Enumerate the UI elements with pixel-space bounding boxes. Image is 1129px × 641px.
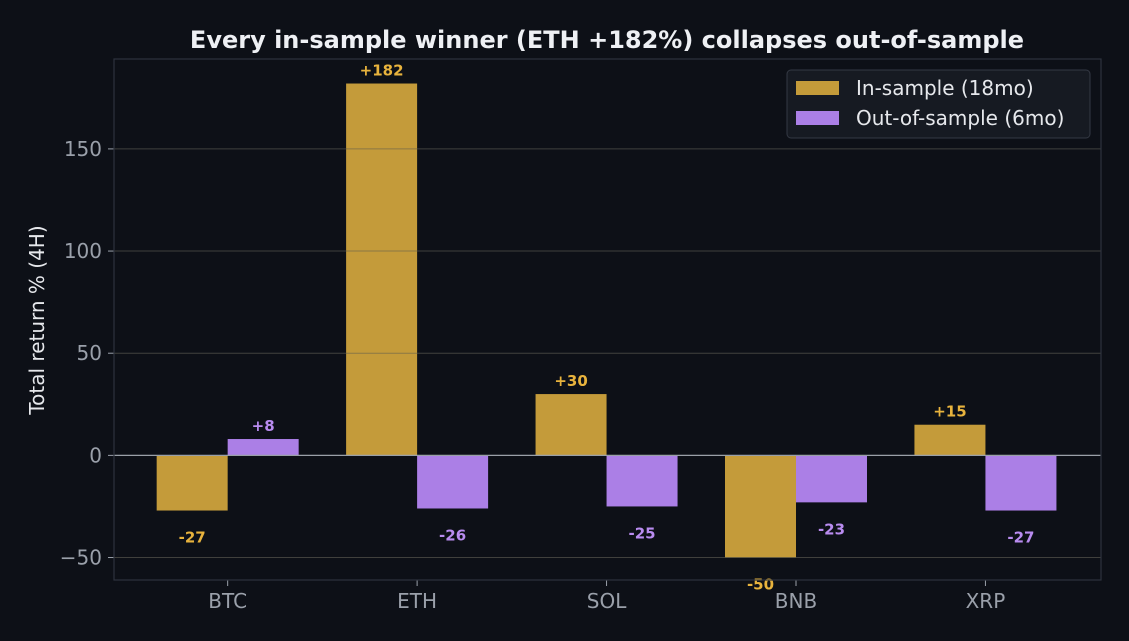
x-tick-label-xrp: XRP [966,589,1006,613]
y-tick-label: 50 [77,341,102,365]
legend-box [786,69,1091,139]
plot-frame [113,58,1102,581]
x-tick-label-eth: ETH [397,589,437,613]
out-of-sample-bar-bnb [795,455,867,503]
plot-area: −50 0 50 100 150 BTC ETH SOL BNB XRP -27 +8 +182 -26 +… [60,58,1102,613]
out-of-sample-value-label-sol: -25 [628,524,655,542]
x-tick-label-sol: SOL [587,589,627,613]
in-sample-bar-bnb [724,455,796,558]
y-axis-label: Total return % (4H) [25,225,49,415]
out-of-sample-bar-sol [606,455,678,507]
in-sample-bar-eth [346,83,418,456]
in-sample-bar-xrp [914,424,986,456]
in-sample-bar-btc [156,455,228,511]
x-tick-label-btc: BTC [208,589,247,613]
in-sample-value-label-bnb: -50 [747,576,774,594]
legend-swatch [796,111,839,125]
in-sample-value-label-xrp: +15 [933,403,966,421]
chart-title: Every in-sample winner (ETH +182%) colla… [190,26,1024,54]
legend-label: In-sample (18mo) [856,76,1034,100]
out-of-sample-bar-xrp [985,455,1057,511]
y-tick-label: 0 [89,443,102,467]
out-of-sample-value-label-xrp: -27 [1007,529,1034,547]
y-tick-label: 100 [64,239,102,263]
x-tick-label-bnb: BNB [775,589,817,613]
in-sample-value-label-eth: +182 [360,62,404,80]
legend-label: Out-of-sample (6mo) [856,106,1064,130]
out-of-sample-value-label-eth: -26 [439,526,466,544]
in-sample-bar-sol [535,394,607,456]
out-of-sample-bar-btc [227,439,299,456]
in-sample-value-label-sol: +30 [554,372,587,390]
legend-swatch [796,81,839,95]
legend: In-sample (18mo) Out-of-sample (6mo) [786,69,1091,139]
out-of-sample-bar-eth [417,455,489,509]
in-sample-value-label-btc: -27 [179,529,206,547]
out-of-sample-value-label-btc: +8 [252,417,275,435]
y-tick-label: −50 [60,546,102,570]
out-of-sample-value-label-bnb: -23 [818,520,845,538]
y-tick-label: 150 [64,137,102,161]
